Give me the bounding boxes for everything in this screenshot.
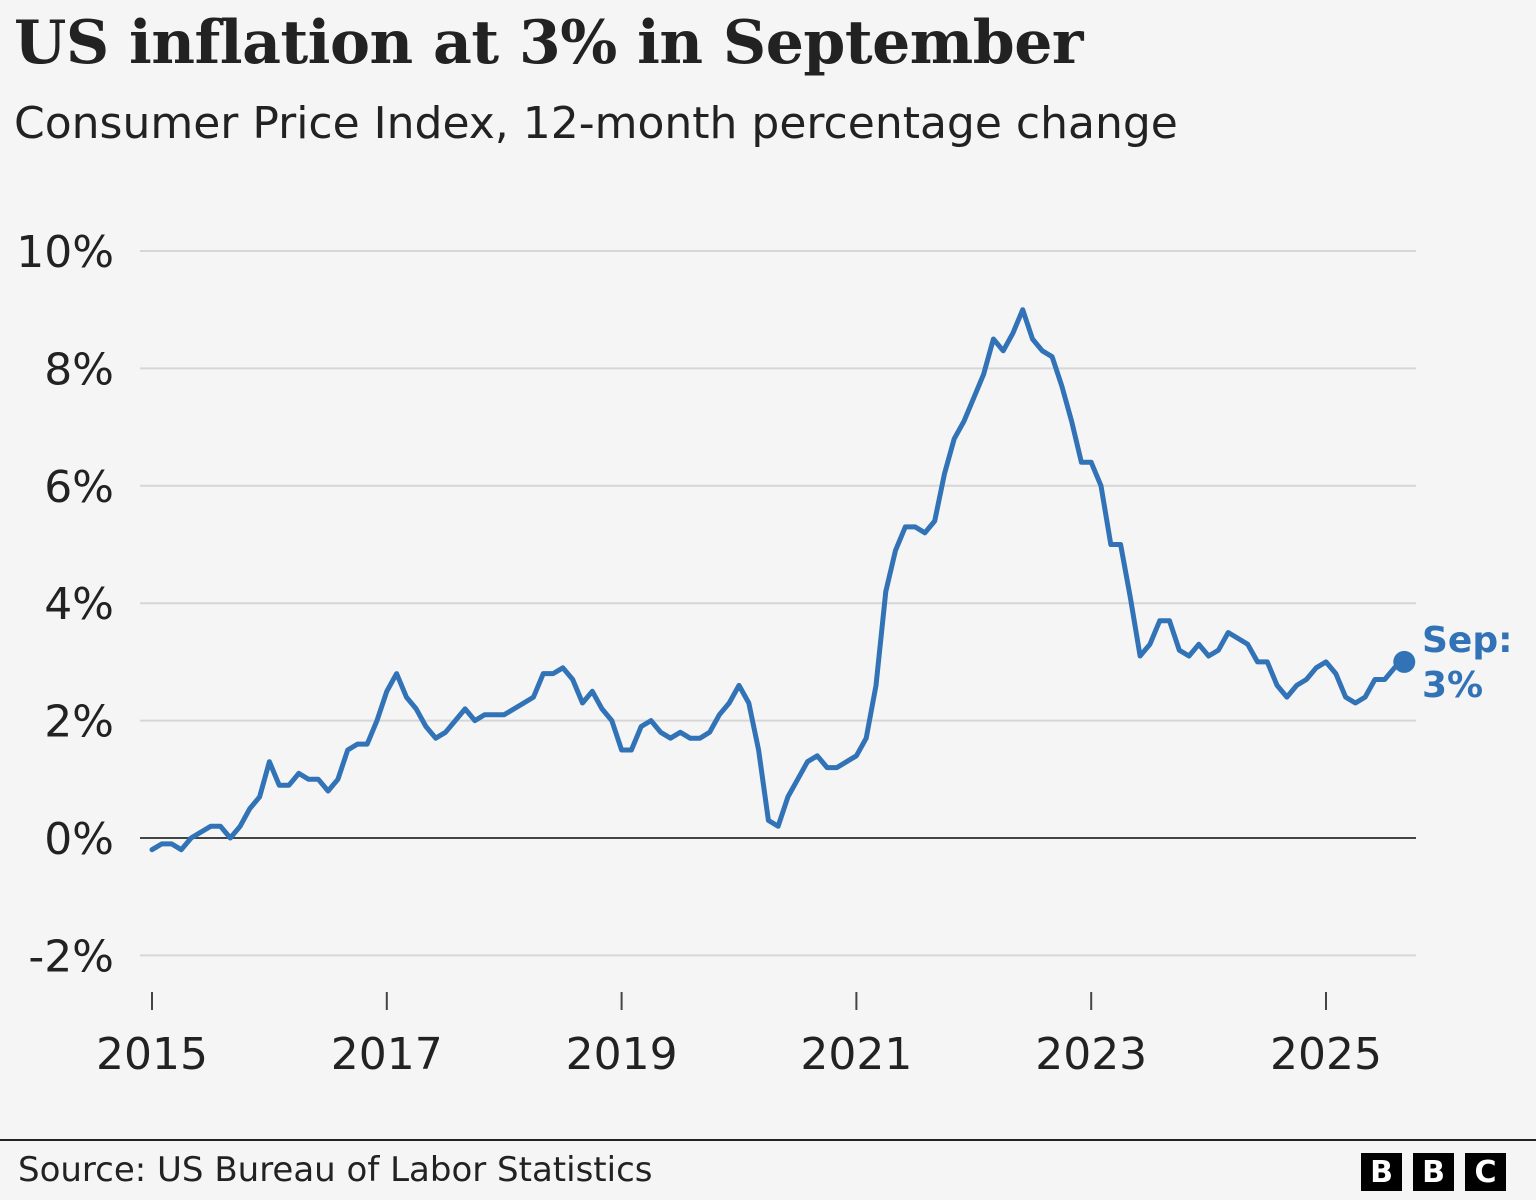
y-tick-label: 8% xyxy=(44,344,114,395)
chart-title: US inflation at 3% in September xyxy=(14,8,1083,78)
latest-point-marker xyxy=(1393,650,1416,673)
annotation-label-month: Sep: xyxy=(1422,620,1513,661)
source-note: Source: US Bureau of Labor Statistics xyxy=(18,1150,653,1190)
x-tick-label: 2015 xyxy=(96,1029,208,1080)
logo-letter-b2: B xyxy=(1413,1153,1454,1191)
cpi-series-line xyxy=(149,307,1407,853)
y-tick-label: 10% xyxy=(16,227,114,278)
annotation-label-value: 3% xyxy=(1422,665,1483,706)
x-tick-label: 2025 xyxy=(1270,1029,1382,1080)
y-tick-label: 2% xyxy=(44,697,114,748)
line-chart: -2% 0% 2% 4% 6% 8% 10% 2015 2017 2019 2021 2023 2025… xyxy=(16,227,1513,1080)
y-tick-label: 6% xyxy=(44,462,114,513)
logo-letter-b1: B xyxy=(1361,1153,1402,1191)
logo-letter-c: C xyxy=(1465,1153,1506,1191)
footer-divider xyxy=(0,1139,1536,1141)
x-tick-label: 2023 xyxy=(1035,1029,1147,1080)
x-tick-label: 2019 xyxy=(566,1029,678,1080)
x-tick-label: 2021 xyxy=(800,1029,912,1080)
bbc-logo: B B C xyxy=(1361,1153,1506,1191)
chart-subtitle: Consumer Price Index, 12-month percentag… xyxy=(14,98,1178,149)
y-tick-label: 0% xyxy=(44,814,114,865)
y-tick-label: 4% xyxy=(44,579,114,630)
x-tick-label: 2017 xyxy=(331,1029,443,1080)
y-tick-label: -2% xyxy=(28,931,114,982)
